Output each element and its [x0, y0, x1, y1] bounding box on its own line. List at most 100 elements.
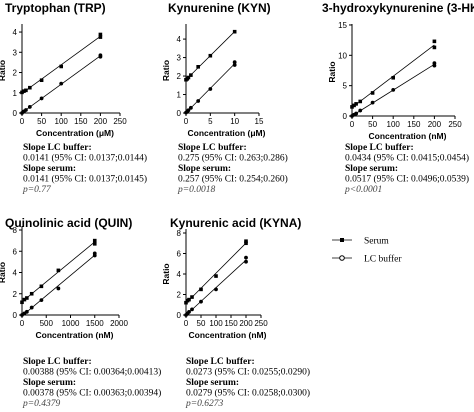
data-point-serum [391, 75, 395, 80]
y-tick-label: 0 [13, 311, 18, 320]
data-point-serum [244, 241, 248, 246]
x-tick-label: 150 [74, 117, 88, 126]
slope-lc-value: 0.0434 (95% CI: 0.0415;0.0454) [345, 153, 469, 164]
panel-title: 3-hydroxykynurenine (3-HK) [322, 1, 474, 15]
y-tick-label: 2 [177, 72, 182, 81]
data-point-serum [244, 239, 248, 243]
data-point-serum [20, 90, 24, 95]
slope-serum-value: 0.0279 (95% CI: 0.0258;0.0300) [186, 388, 310, 399]
data-point-lc-buffer [98, 53, 103, 58]
x-tick-label: 200 [428, 120, 442, 129]
p-value: p=0.6273 [185, 399, 224, 409]
x-tick-label: 0 [350, 120, 355, 129]
legend-marker-square [340, 238, 344, 242]
data-point-lc-buffer [190, 307, 194, 312]
data-point-lc-buffer [56, 286, 61, 291]
slope-lc-label: Slope LC buffer: [23, 143, 92, 153]
y-tick-label: 8 [177, 229, 182, 238]
data-point-serum [98, 32, 103, 37]
data-point-lc-buffer [196, 99, 201, 103]
y-tick-label: 6 [13, 247, 18, 256]
data-point-serum [432, 45, 437, 50]
p-value: p=0.0018 [177, 185, 216, 195]
data-point-lc-buffer [29, 305, 34, 310]
slope-lc-value: 0.275 (95% CI: 0.263;0.286) [178, 153, 288, 164]
data-point-serum [24, 88, 28, 93]
data-point-lc-buffer [244, 255, 248, 260]
x-tick-label: 100 [209, 319, 223, 328]
data-point-lc-buffer [244, 259, 248, 264]
slope-lc-label: Slope LC buffer: [345, 143, 414, 153]
fit-line-square [185, 242, 247, 304]
data-point-serum [370, 91, 375, 95]
data-point-lc-buffer [208, 87, 213, 91]
data-point-lc-buffer [92, 251, 97, 256]
x-tick-label: 150 [407, 120, 421, 129]
legend-label: LC buffer [364, 254, 402, 265]
data-point-serum [350, 105, 354, 109]
x-tick-label: 1500 [86, 319, 104, 328]
y-tick-label: 0 [177, 109, 182, 118]
y-tick-label: 6 [177, 250, 182, 259]
x-tick-label: 200 [239, 319, 253, 328]
y-axis-label: Ratio [0, 60, 7, 81]
x-tick-label: 50 [368, 120, 377, 129]
y-tick-label: 3 [13, 48, 18, 57]
slope-serum-value: 0.257 (95% CI: 0.254;0.260) [178, 174, 288, 185]
data-point-serum [22, 297, 27, 302]
p-value: p=0.4379 [22, 399, 61, 409]
chart-panel-1: Tryptophan (TRP) 0 1 2 3 4 0 50 100 150 200 250 Conc… [0, 1, 147, 195]
data-point-lc-buffer [186, 108, 191, 113]
data-point-serum [92, 238, 97, 243]
data-point-serum [189, 73, 193, 77]
y-tick-label: 2 [177, 291, 182, 300]
p-value: p<0.0001 [344, 185, 382, 195]
slope-serum-label: Slope serum: [345, 164, 398, 174]
x-tick-label: 200 [94, 117, 108, 126]
y-tick-label: 15 [338, 21, 347, 30]
y-tick-label: 4 [13, 269, 18, 278]
slope-serum-label: Slope serum: [186, 378, 239, 388]
data-point-lc-buffer [27, 105, 32, 109]
data-point-lc-buffer [391, 88, 396, 92]
data-point-serum [186, 75, 191, 80]
data-point-lc-buffer [188, 105, 193, 110]
slope-lc-value: 0.0273 (95% CI: 0.0255;0.0290) [186, 367, 310, 378]
x-tick-label: 15 [255, 117, 264, 126]
legend-label: Serum [364, 237, 389, 247]
data-point-serum [25, 296, 29, 300]
x-axis-label: Concentration (nM) [369, 131, 447, 141]
x-tick-label: 100 [387, 120, 401, 129]
data-point-serum [208, 53, 213, 58]
panel-title: Kynurenine (KYN) [168, 1, 271, 15]
slope-serum-label: Slope serum: [178, 164, 231, 174]
x-tick-label: 2000 [110, 319, 128, 328]
data-point-lc-buffer [39, 96, 44, 101]
panel-title: Tryptophan (TRP) [5, 1, 106, 15]
data-point-serum [92, 242, 97, 246]
data-point-serum [354, 102, 358, 106]
data-point-lc-buffer [24, 108, 28, 112]
slope-serum-label: Slope serum: [23, 378, 76, 388]
y-tick-label: 4 [177, 270, 182, 279]
data-point-lc-buffer [232, 63, 237, 67]
y-tick-label: 8 [13, 226, 18, 235]
panel-title: Quinolinic acid (QUIN) [5, 216, 132, 230]
data-point-serum [190, 295, 194, 299]
data-point-lc-buffer [199, 299, 203, 304]
panel-title: Kynurenic acid (KYNA) [170, 216, 301, 230]
data-point-lc-buffer [24, 309, 29, 314]
x-tick-label: 250 [254, 319, 268, 328]
x-tick-label: 150 [224, 319, 238, 328]
y-tick-label: 2 [13, 290, 18, 299]
y-tick-label: 1 [13, 89, 18, 98]
x-axis-label: Concentration (μM) [36, 128, 114, 138]
data-point-lc-buffer [432, 61, 437, 66]
slope-serum-value: 0.00378 (95% CI: 0.00363;0.00394) [23, 388, 161, 399]
data-point-serum [59, 64, 63, 69]
legend: Serum LC buffer [332, 237, 402, 265]
data-point-lc-buffer [358, 108, 363, 113]
y-tick-label: 0 [13, 109, 18, 118]
fit-line-circle [21, 254, 96, 317]
